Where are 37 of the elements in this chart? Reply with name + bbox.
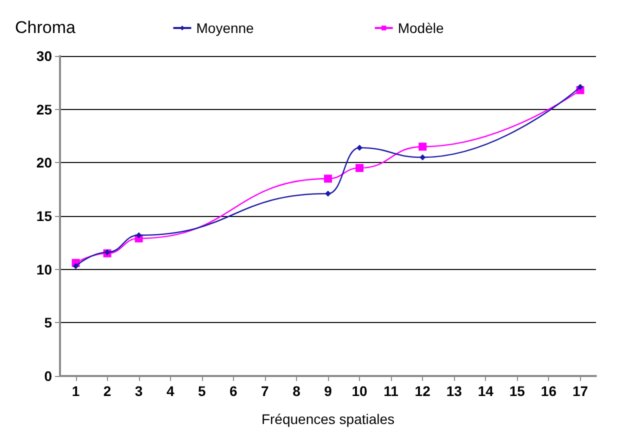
y-tick-label: 15 <box>36 208 52 224</box>
y-tick-label: 25 <box>36 101 52 118</box>
y-tick-label: 5 <box>44 314 52 331</box>
legend-label: Moyenne <box>196 20 254 36</box>
x-tick-label: 12 <box>414 383 431 399</box>
x-tick-label: 7 <box>261 383 270 399</box>
x-tick-label: 3 <box>134 383 143 399</box>
y-tick-label: 30 <box>36 48 52 64</box>
point <box>418 142 427 151</box>
x-tick-label: 9 <box>324 383 332 399</box>
x-tick-label: 2 <box>103 383 112 399</box>
x-tick-label: 1 <box>72 383 80 399</box>
y-tick-label: 20 <box>36 154 52 171</box>
x-tick-label: 16 <box>540 383 557 399</box>
point <box>325 190 331 197</box>
point <box>72 263 79 270</box>
y-tick-label: 0 <box>44 368 52 384</box>
point <box>136 232 142 238</box>
point <box>356 144 363 151</box>
x-tick-label: 13 <box>446 383 462 399</box>
x-tick-label: 11 <box>384 383 399 399</box>
x-tick-label: 14 <box>478 383 494 399</box>
legend-label: Modèle <box>398 20 444 36</box>
y-axis-title: Chroma <box>15 18 76 37</box>
x-tick-label: 17 <box>572 383 588 399</box>
x-tick-label: 5 <box>198 383 206 399</box>
x-tick-label: 6 <box>230 383 238 399</box>
point <box>356 164 364 172</box>
y-tick-label: 10 <box>36 261 52 278</box>
x-tick-label: 15 <box>509 383 526 399</box>
point <box>324 174 332 183</box>
x-axis-title: Fréquences spatiales <box>261 411 395 427</box>
x-tick-label: 8 <box>292 383 301 399</box>
x-tick-label: 10 <box>352 383 368 399</box>
point <box>420 154 426 160</box>
point <box>577 84 584 90</box>
x-tick-label: 4 <box>166 383 174 399</box>
